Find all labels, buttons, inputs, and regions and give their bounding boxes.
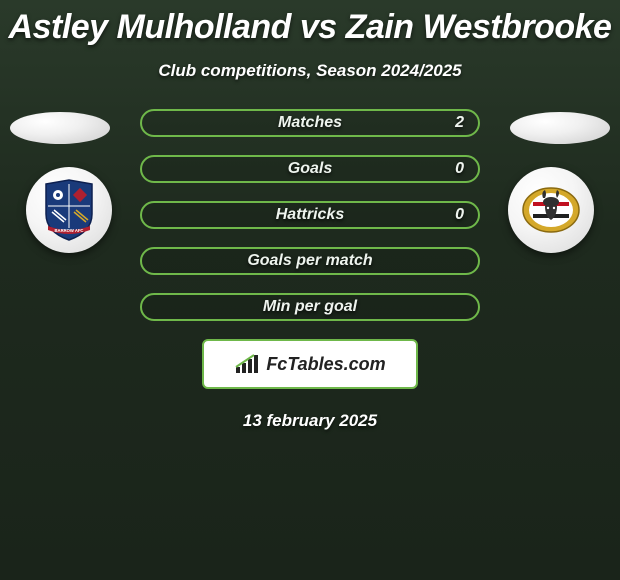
stat-row-hattricks: Hattricks 0 <box>140 201 480 229</box>
stat-label: Matches <box>278 114 342 132</box>
stat-label: Goals <box>288 160 332 178</box>
player-oval-right <box>510 112 610 144</box>
player-oval-left <box>10 112 110 144</box>
stat-row-goals-per-match: Goals per match <box>140 247 480 275</box>
page-title: Astley Mulholland vs Zain Westbrooke <box>0 0 620 47</box>
season-subtitle: Club competitions, Season 2024/2025 <box>0 61 620 81</box>
stat-value-right: 0 <box>455 206 464 224</box>
brand-text: FcTables.com <box>266 354 385 375</box>
brand-logo-box: FcTables.com <box>202 339 418 389</box>
stat-row-min-per-goal: Min per goal <box>140 293 480 321</box>
club-badge-right <box>508 167 594 253</box>
stat-value-right: 0 <box>455 160 464 178</box>
snapshot-date: 13 february 2025 <box>0 411 620 431</box>
comparison-content: BARROW AFC Matches 2 Goals 0 Hattricks 0 <box>0 109 620 431</box>
stat-value-right: 2 <box>455 114 464 132</box>
shield-icon: BARROW AFC <box>42 178 96 242</box>
stats-container: Matches 2 Goals 0 Hattricks 0 Goals per … <box>140 109 480 321</box>
bars-icon <box>234 353 260 375</box>
club-badge-left: BARROW AFC <box>26 167 112 253</box>
stat-label: Goals per match <box>247 252 372 270</box>
stat-label: Min per goal <box>263 298 357 316</box>
viking-badge-icon <box>521 180 581 240</box>
stat-row-goals: Goals 0 <box>140 155 480 183</box>
svg-text:BARROW AFC: BARROW AFC <box>55 228 84 233</box>
stat-label: Hattricks <box>276 206 344 224</box>
stat-row-matches: Matches 2 <box>140 109 480 137</box>
